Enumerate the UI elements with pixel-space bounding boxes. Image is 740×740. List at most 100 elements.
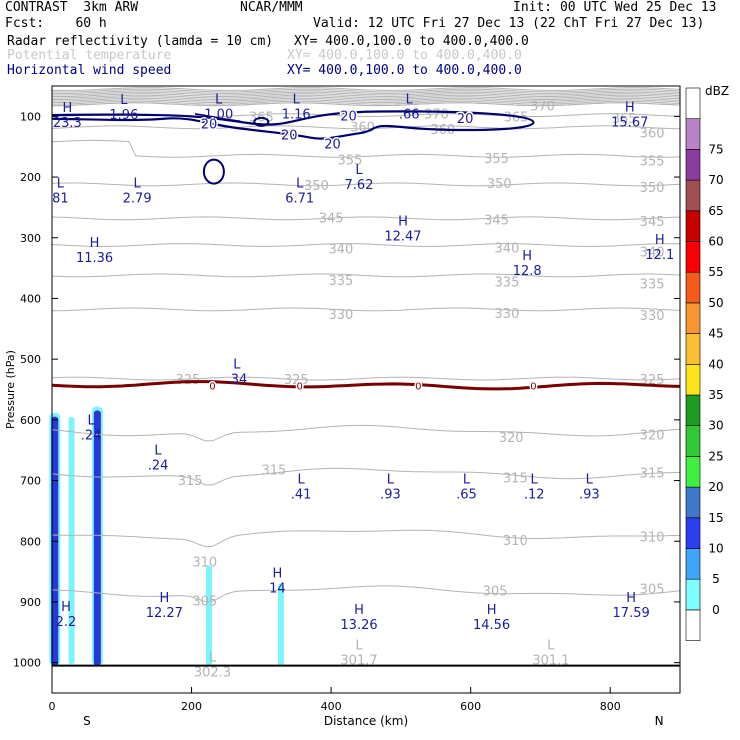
- wind-extremum-value: 1.00: [204, 108, 233, 123]
- wind-extremum-type: H: [159, 591, 169, 606]
- theta-contour: [51, 90, 681, 95]
- theta-label: 345: [640, 215, 665, 230]
- theta-label: 330: [640, 309, 665, 324]
- wind-extremum-value: 14.56: [473, 618, 510, 633]
- wind-contour-label: 20: [340, 110, 357, 125]
- field3-name: Horizontal wind speed: [7, 63, 172, 78]
- wind-contour-label: 20: [201, 118, 218, 133]
- theta-label: 340: [495, 241, 520, 256]
- valid-time: Valid: 12 UTC Fri 27 Dec 13 (22 ChT Fri …: [313, 16, 705, 31]
- y-tick-label: 300: [20, 232, 41, 245]
- theta-contour: [51, 93, 681, 97]
- wind-extremum-type: L: [296, 176, 304, 191]
- plot-background: [52, 86, 680, 693]
- theta-label: 345: [319, 212, 344, 227]
- theta-label: 310: [503, 534, 528, 549]
- theta-label: 330: [328, 308, 353, 323]
- theta-contour: [51, 216, 681, 221]
- colorbar-swatch: [685, 394, 701, 427]
- wind-extremum-type: H: [354, 603, 364, 618]
- theta-label: 315: [640, 467, 665, 482]
- field3-xy: XY= 400.0,100.0 to 400.0,400.0: [287, 63, 522, 78]
- theta-label: 350: [487, 177, 512, 192]
- theta-label: 350: [304, 179, 329, 194]
- theta-extremum-type: L: [547, 639, 555, 654]
- theta-contour: [51, 529, 681, 548]
- wind-extremum-value: .12: [524, 488, 545, 503]
- wind-extremum-value: 12.27: [146, 606, 183, 621]
- wind-20-contour: [253, 116, 270, 127]
- wind-extremum-type: H: [272, 567, 282, 582]
- theta-contour: [51, 467, 681, 486]
- wind-extremum-type: H: [522, 249, 532, 264]
- theta-extremum-type: L: [355, 639, 363, 654]
- colorbar-swatch: [685, 241, 701, 273]
- wind-extremum-value: .65: [456, 488, 477, 503]
- theta-contour: [51, 88, 681, 93]
- theta-label: 370: [424, 107, 449, 122]
- y-tick-label: 600: [20, 414, 41, 427]
- wind-extremum-type: H: [62, 101, 72, 116]
- theta-label: 325: [284, 373, 309, 388]
- field1-xy: XY= 400.0,100.0 to 400.0,400.0: [294, 34, 529, 49]
- colorbar-swatch: [685, 425, 701, 457]
- wind-extremum-value: .24: [81, 429, 102, 444]
- freezing-level-label: 0: [209, 381, 215, 392]
- theta-contour: [51, 307, 681, 312]
- freezing-level-label: 0: [297, 381, 303, 392]
- colorbar-swatch: [685, 302, 701, 334]
- field1-name: Radar reflectivity (lamda = 10 cm): [7, 34, 274, 49]
- reflectivity-core: [93, 410, 101, 666]
- theta-contour: [51, 376, 681, 381]
- y-axis-label: Pressure (hPa): [4, 350, 17, 429]
- wind-extremum-type: L: [531, 473, 539, 488]
- field2-name: Potential temperature: [7, 48, 172, 63]
- colorbar-level-label: 35: [708, 388, 723, 402]
- theta-contour: [51, 424, 681, 442]
- wind-20-contour: [51, 110, 535, 140]
- wind-extremum-value: 2.2: [56, 615, 77, 630]
- colorbar-swatch: [685, 548, 701, 580]
- wind-extremum-value: 11.36: [76, 251, 113, 266]
- colorbar-level-label: 50: [708, 296, 723, 310]
- colorbar-level-label: 45: [708, 327, 723, 341]
- wind-extremum-type: H: [487, 603, 497, 618]
- wind-extremum-type: L: [87, 414, 95, 429]
- theta-label: 305: [483, 584, 508, 599]
- y-tick-label: 800: [20, 535, 41, 548]
- wind-extremum-value: .93: [579, 488, 600, 503]
- wind-extremum-value: 1.96: [109, 108, 138, 123]
- wind-extremum-type: L: [215, 93, 223, 108]
- colorbar-swatch: [685, 517, 701, 549]
- theta-label: 315: [503, 472, 528, 487]
- wind-extremum-value: 7.62: [345, 178, 374, 193]
- wind-extremum-value: 12.8: [513, 264, 542, 279]
- colorbar-swatch: [685, 87, 701, 120]
- wind-extremum-type: L: [57, 176, 65, 191]
- theta-label: 340: [640, 246, 665, 261]
- center-title: NCAR/MMM: [240, 0, 303, 15]
- wind-extremum-value: 13.26: [340, 618, 377, 633]
- theta-label: 305: [640, 583, 665, 598]
- wind-extremum-type: L: [297, 473, 305, 488]
- x-left-end-label: S: [83, 714, 91, 728]
- wind-contour-label: 20: [324, 138, 341, 153]
- colorbar-swatch: [685, 456, 701, 488]
- x-right-end-label: N: [655, 714, 664, 728]
- wind-extremum-value: 6.71: [285, 191, 314, 206]
- theta-label: 330: [495, 307, 520, 322]
- wind-extremum-type: L: [154, 443, 162, 458]
- x-axis-label: Distance (km): [324, 714, 408, 728]
- y-tick-label: 400: [20, 292, 41, 305]
- colorbar-level-label: 0: [712, 603, 720, 617]
- wind-extremum-value: 12.47: [384, 230, 421, 245]
- colorbar-swatch: [685, 609, 701, 641]
- freezing-level-line: [51, 380, 681, 391]
- theta-label: 360: [640, 127, 665, 142]
- wind-extremum-value: 1.16: [282, 108, 311, 123]
- wind-extremum-value: .93: [380, 488, 401, 503]
- init-time: Init: 00 UTC Wed 25 Dec 13: [513, 0, 717, 15]
- theta-label: 310: [640, 530, 665, 545]
